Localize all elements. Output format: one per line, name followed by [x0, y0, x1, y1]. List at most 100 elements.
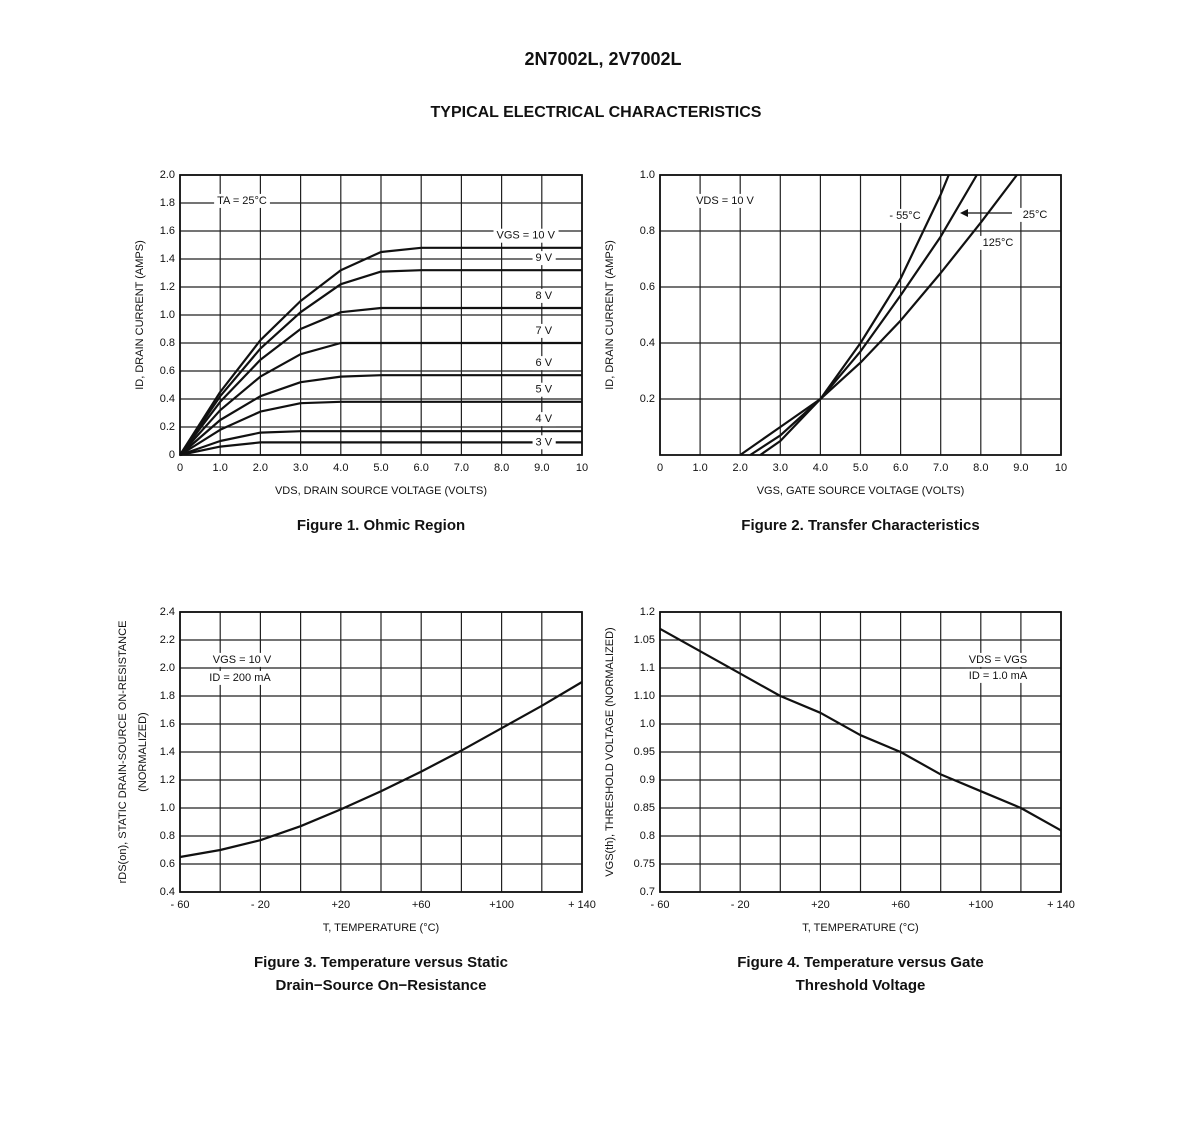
curve	[749, 174, 978, 456]
figure-caption: Figure 4. Temperature versus Gate	[737, 954, 983, 971]
series-label: - 55°C	[889, 210, 920, 222]
y-tick-label: 0.9	[640, 774, 655, 786]
x-tick-label: 0	[177, 462, 183, 474]
x-tick-label: +60	[412, 899, 431, 911]
label-bg	[214, 193, 270, 208]
x-tick-label: 10	[576, 462, 588, 474]
y-tick-label: 0.8	[160, 830, 175, 842]
x-tick-label: 5.0	[373, 462, 388, 474]
series-label: 7 V	[536, 325, 553, 337]
figure-caption: Figure 1. Ohmic Region	[297, 517, 465, 534]
label-bg	[209, 652, 275, 667]
curve	[179, 341, 582, 456]
y-tick-label: 0.2	[640, 393, 655, 405]
y-tick-label: 0.4	[640, 337, 655, 349]
y-tick-label: 1.8	[160, 197, 175, 209]
plot-frame	[179, 611, 583, 893]
series-label: VGS = 10 V	[497, 230, 556, 242]
y-tick-label: 2.0	[160, 662, 175, 674]
x-tick-label: 2.0	[733, 462, 748, 474]
label-bg	[532, 323, 556, 338]
x-tick-label: 6.0	[893, 462, 908, 474]
y-tick-label: 0.8	[640, 830, 655, 842]
label-bg	[206, 670, 275, 685]
curve	[179, 374, 582, 456]
series-label: 6 V	[536, 357, 553, 369]
y-tick-label: 0.75	[634, 858, 655, 870]
y-tick-label: 1.2	[160, 281, 175, 293]
x-tick-label: 1.0	[692, 462, 707, 474]
x-axis-label: VDS, DRAIN SOURCE VOLTAGE (VOLTS)	[275, 485, 487, 497]
y-axis-label: ID, DRAIN CURRENT (AMPS)	[134, 240, 146, 390]
y-tick-label: 0.8	[160, 337, 175, 349]
y-tick-label: 2.4	[160, 606, 175, 618]
y-axis-label: (NORMALIZED)	[137, 712, 149, 791]
x-tick-label: + 140	[568, 899, 596, 911]
x-tick-label: 7.0	[933, 462, 948, 474]
label-bg	[1019, 207, 1051, 222]
x-tick-label: 3.0	[773, 462, 788, 474]
series-label: 3 V	[536, 436, 553, 448]
x-tick-label: 1.0	[213, 462, 228, 474]
x-tick-label: 6.0	[414, 462, 429, 474]
y-tick-label: 1.10	[634, 690, 655, 702]
y-tick-label: 2.0	[160, 169, 175, 181]
y-tick-label: 0.6	[160, 858, 175, 870]
x-tick-label: +100	[968, 899, 993, 911]
y-tick-label: 0.6	[640, 281, 655, 293]
series-label: 9 V	[536, 252, 553, 264]
y-tick-label: 0.8	[640, 225, 655, 237]
y-tick-label: 1.4	[160, 253, 175, 265]
curve	[179, 246, 582, 456]
figure-caption: Figure 2. Transfer Characteristics	[741, 517, 979, 534]
y-tick-label: 1.1	[640, 662, 655, 674]
x-axis-label: T, TEMPERATURE (°C)	[802, 922, 918, 934]
plot-frame	[659, 611, 1062, 893]
y-tick-label: 1.0	[640, 718, 655, 730]
y-tick-label: 1.0	[160, 802, 175, 814]
label-bg	[886, 208, 924, 223]
y-tick-label: 1.0	[160, 309, 175, 321]
curve	[179, 681, 583, 859]
x-tick-label: 10	[1055, 462, 1067, 474]
y-tick-label: 1.2	[640, 606, 655, 618]
annotation: VGS = 10 V	[213, 654, 272, 666]
section-title: TYPICAL ELECTRICAL CHARACTERISTICS	[431, 104, 762, 121]
x-tick-label: 9.0	[534, 462, 549, 474]
curve	[739, 174, 1018, 456]
x-tick-label: +20	[811, 899, 830, 911]
label-bg	[693, 193, 758, 208]
label-bg	[979, 235, 1017, 250]
annotation: ID = 200 mA	[209, 672, 271, 684]
curve	[179, 269, 582, 456]
label-bg	[532, 435, 556, 450]
x-tick-label: 8.0	[973, 462, 988, 474]
curve	[179, 400, 582, 456]
x-axis-label: T, TEMPERATURE (°C)	[323, 922, 439, 934]
figure-caption: Drain−Source On−Resistance	[276, 977, 487, 994]
y-tick-label: 1.0	[640, 169, 655, 181]
y-tick-label: 0.4	[160, 886, 175, 898]
label-bg	[532, 382, 556, 397]
part-title: 2N7002L, 2V7002L	[524, 49, 681, 69]
x-tick-label: 7.0	[454, 462, 469, 474]
y-tick-label: 0.7	[640, 886, 655, 898]
x-tick-label: - 20	[731, 899, 750, 911]
label-bg	[493, 228, 559, 243]
x-tick-label: +100	[489, 899, 514, 911]
x-tick-label: - 60	[171, 899, 190, 911]
x-tick-label: - 60	[651, 899, 670, 911]
y-axis-label: VGS(th), THRESHOLD VOLTAGE (NORMALIZED)	[604, 627, 616, 876]
annotation: VDS = 10 V	[696, 195, 754, 207]
y-tick-label: 0.85	[634, 802, 655, 814]
y-tick-label: 1.4	[160, 746, 175, 758]
curve	[179, 430, 582, 457]
curve	[659, 627, 1062, 832]
series-label: 4 V	[536, 413, 553, 425]
x-tick-label: 0	[657, 462, 663, 474]
label-bg	[532, 356, 556, 371]
series-label: 5 V	[536, 384, 553, 396]
plot-frame	[179, 174, 583, 456]
x-tick-label: +60	[891, 899, 910, 911]
